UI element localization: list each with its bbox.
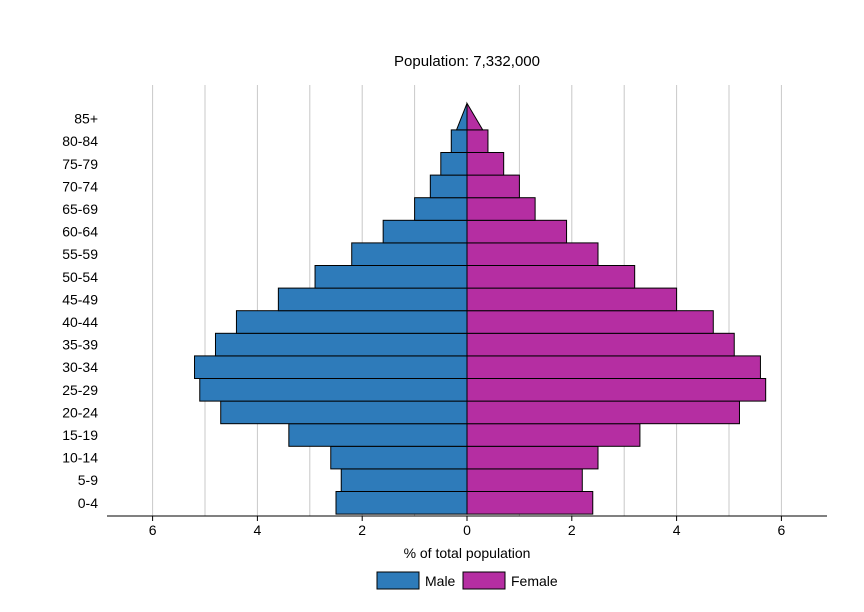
y-tick-label: 25-29	[62, 382, 98, 398]
bar-male-10-14	[330, 445, 468, 470]
y-tick-label: 10-14	[62, 450, 98, 466]
bars	[194, 101, 767, 515]
bar-female-70-74	[466, 174, 520, 199]
bar-female-45-49	[466, 287, 678, 312]
bar-female-25-29	[466, 378, 767, 402]
y-tick-label: 45-49	[62, 291, 98, 307]
x-tick-label: 0	[463, 522, 471, 538]
y-tick-label: 0-4	[78, 495, 98, 511]
bar-male-30-34	[194, 355, 468, 379]
y-tick-label: 50-54	[62, 269, 98, 285]
bar-male-0-4	[335, 491, 468, 515]
bar-male-65-69	[414, 197, 468, 221]
legend-swatch-male	[376, 571, 420, 590]
bar-male-50-54	[314, 265, 468, 289]
bar-female-15-19	[466, 423, 641, 447]
bar-male-25-29	[199, 378, 468, 402]
bar-male-35-39	[214, 332, 468, 357]
legend-swatch-female	[462, 571, 506, 590]
y-tick-label: 35-39	[62, 337, 98, 353]
y-tick-label: 5-9	[78, 472, 98, 488]
bar-male-55-59	[351, 242, 468, 266]
x-axis-label: % of total population	[404, 545, 531, 561]
bar-female-5-9	[466, 468, 583, 492]
y-tick-label: 60-64	[62, 224, 98, 240]
y-tick-label: 80-84	[62, 133, 98, 149]
bar-female-75-79	[466, 152, 505, 176]
bar-male-45-49	[277, 287, 468, 312]
y-tick-label: 70-74	[62, 178, 98, 194]
y-tick-label: 75-79	[62, 156, 98, 172]
x-tick-label: 6	[149, 522, 157, 538]
bar-male-75-79	[440, 152, 468, 176]
bar-female-0-4	[466, 491, 594, 515]
y-tick-label: 15-19	[62, 427, 98, 443]
x-tick-label: 2	[568, 522, 576, 538]
legend-label-male: Male	[425, 573, 456, 589]
y-axis-labels: 0-4 5-9 10-14 15-19 20-24 25-29 30-34 35-39 40-4…	[62, 111, 98, 511]
bar-female-60-64	[466, 219, 568, 244]
bar-male-70-74	[429, 174, 468, 199]
bar-male-60-64	[382, 219, 468, 244]
bar-male-15-19	[288, 423, 468, 447]
bar-male-85+	[455, 103, 468, 131]
bar-female-35-39	[466, 332, 735, 357]
y-tick-label: 20-24	[62, 404, 98, 420]
legend-label-female: Female	[511, 573, 558, 589]
bar-female-50-54	[466, 265, 636, 289]
bar-female-10-14	[466, 445, 599, 470]
bar-female-20-24	[466, 400, 740, 425]
chart-title: Population: 7,332,000	[394, 53, 540, 70]
y-tick-label: 65-69	[62, 201, 98, 217]
legend: Male Female	[376, 571, 558, 590]
x-tick-label: 6	[778, 522, 786, 538]
x-tick-label: 4	[254, 522, 262, 538]
bar-male-40-44	[235, 310, 468, 334]
bar-female-30-34	[466, 355, 761, 379]
y-tick-label: 40-44	[62, 314, 98, 330]
bar-female-85+	[466, 101, 484, 131]
y-tick-label: 85+	[74, 111, 98, 127]
x-axis-ticks: 6 4 2 0 2 4 6	[149, 516, 786, 538]
y-tick-label: 55-59	[62, 246, 98, 262]
x-tick-label: 4	[673, 522, 681, 538]
bar-male-5-9	[340, 468, 468, 492]
x-tick-label: 2	[358, 522, 366, 538]
bar-female-40-44	[466, 310, 714, 334]
bar-male-20-24	[220, 400, 468, 425]
bar-female-55-59	[466, 242, 599, 266]
bar-female-80-84	[466, 129, 489, 153]
y-tick-label: 30-34	[62, 359, 98, 375]
bar-female-65-69	[466, 197, 536, 221]
bar-male-80-84	[450, 129, 468, 153]
